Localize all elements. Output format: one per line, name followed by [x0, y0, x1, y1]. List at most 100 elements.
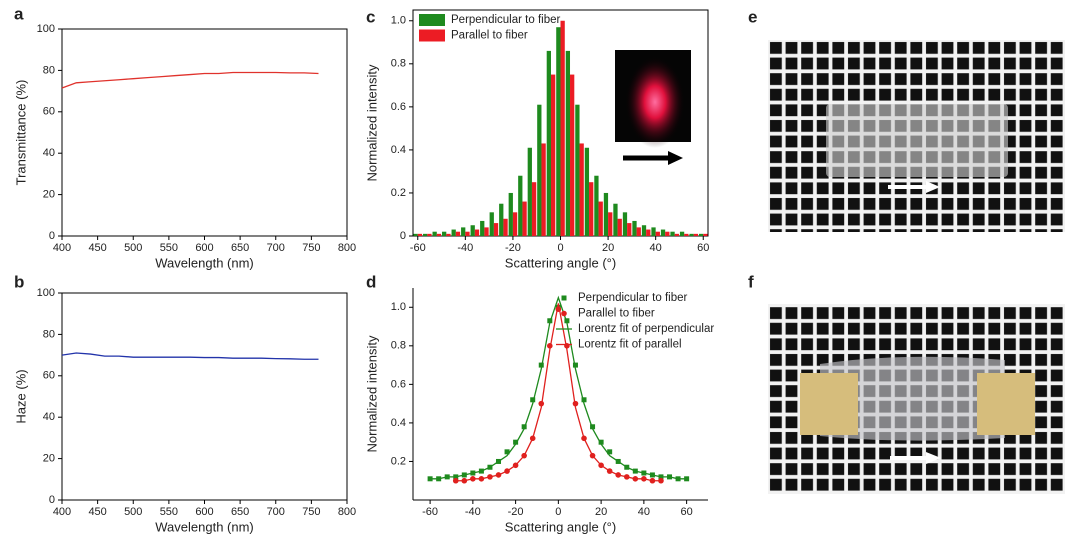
- bar: [679, 231, 685, 236]
- bar: [531, 182, 537, 236]
- bar: [455, 231, 461, 236]
- bar: [503, 218, 508, 236]
- y-axis-label: Transmittance (%): [13, 80, 28, 186]
- bar: [560, 20, 565, 237]
- legend-label: Parallel to fiber: [578, 308, 655, 320]
- bar: [422, 233, 428, 236]
- y-tick-label: 20: [43, 189, 55, 201]
- x-tick-label: 20: [595, 506, 607, 518]
- y-tick-label: 0.6: [391, 101, 406, 113]
- bar: [670, 231, 675, 236]
- x-tick-label: 450: [88, 506, 106, 518]
- x-tick-label: -20: [508, 506, 524, 518]
- y-tick-label: 0: [49, 230, 55, 242]
- y-tick-label: 1.0: [391, 301, 406, 313]
- y-axis-label: Normalized intensity: [364, 335, 379, 453]
- bar: [603, 192, 609, 236]
- bar: [442, 231, 447, 236]
- data-line: [61, 352, 319, 360]
- panel-label: d: [366, 272, 376, 291]
- bar: [674, 233, 679, 236]
- x-tick-label: 750: [302, 242, 320, 254]
- bar: [556, 27, 561, 236]
- photo-e: [768, 40, 1065, 232]
- data-line: [61, 71, 319, 89]
- bar: [446, 233, 451, 236]
- x-tick-label: 60: [697, 242, 709, 254]
- x-tick-label: 650: [231, 506, 249, 518]
- x-tick-label: 400: [53, 242, 71, 254]
- x-tick-label: -60: [422, 506, 438, 518]
- point: [572, 362, 578, 368]
- x-tick-label: 750: [302, 506, 320, 518]
- x-tick-label: -40: [457, 242, 473, 254]
- x-tick-label: -20: [505, 242, 521, 254]
- bar: [484, 227, 489, 236]
- y-tick-label: 0: [49, 494, 55, 506]
- x-tick-label: 700: [267, 506, 285, 518]
- data-line: [430, 295, 687, 480]
- bar: [537, 104, 542, 236]
- bar: [436, 233, 442, 236]
- bar: [613, 203, 618, 236]
- legend-label: Lorentz fit of parallel: [578, 339, 682, 351]
- bar: [608, 212, 613, 236]
- bar: [465, 231, 470, 236]
- x-axis-label: Wavelength (nm): [155, 255, 254, 270]
- bar: [508, 192, 513, 236]
- legend-label: Perpendicular to fiber: [578, 292, 687, 304]
- y-tick-label: 0.4: [391, 144, 406, 156]
- legend-label: Parallel to fiber: [451, 30, 528, 42]
- bar: [512, 212, 518, 236]
- y-tick-label: 0: [400, 230, 406, 242]
- x-tick-label: 500: [124, 506, 142, 518]
- data-line: [455, 303, 661, 482]
- bar: [636, 227, 641, 236]
- bar: [470, 225, 475, 236]
- bar: [575, 104, 580, 236]
- y-tick-label: 80: [43, 328, 55, 340]
- x-tick-label: -40: [465, 506, 481, 518]
- bar: [617, 218, 622, 236]
- bar: [703, 233, 708, 236]
- y-tick-label: 60: [43, 370, 55, 382]
- x-tick-label: 60: [680, 506, 692, 518]
- x-tick-label: 450: [88, 242, 106, 254]
- panel-label: e: [748, 7, 757, 26]
- x-tick-label: 650: [231, 242, 249, 254]
- bar: [594, 175, 599, 236]
- panel-label: a: [14, 4, 24, 23]
- bar: [684, 233, 689, 236]
- bar: [522, 201, 527, 236]
- panel-label: b: [14, 272, 24, 291]
- x-axis-label: Wavelength (nm): [155, 519, 254, 534]
- x-tick-label: 600: [195, 506, 213, 518]
- bar: [427, 233, 432, 236]
- bar: [413, 233, 418, 236]
- legend-swatch: [419, 29, 445, 42]
- x-tick-label: 40: [638, 506, 650, 518]
- point: [607, 449, 613, 455]
- x-tick-label: 700: [267, 242, 285, 254]
- bar: [451, 229, 456, 236]
- x-tick-label: 550: [160, 242, 178, 254]
- bar: [655, 231, 660, 236]
- x-axis-label: Scattering angle (°): [505, 255, 616, 270]
- y-tick-label: 0.2: [391, 455, 406, 467]
- y-tick-label: 80: [43, 64, 55, 76]
- bar: [579, 143, 584, 236]
- bar: [589, 182, 594, 236]
- bar: [480, 220, 485, 236]
- bar: [550, 74, 556, 236]
- bar: [598, 201, 603, 236]
- bar: [432, 231, 437, 236]
- bar: [689, 233, 694, 236]
- y-tick-label: 40: [43, 411, 55, 423]
- bar: [570, 74, 575, 236]
- bar: [632, 220, 637, 236]
- bar: [646, 229, 651, 236]
- inset-image: [615, 50, 691, 165]
- legend-swatch: [419, 14, 445, 26]
- y-tick-label: 60: [43, 106, 55, 118]
